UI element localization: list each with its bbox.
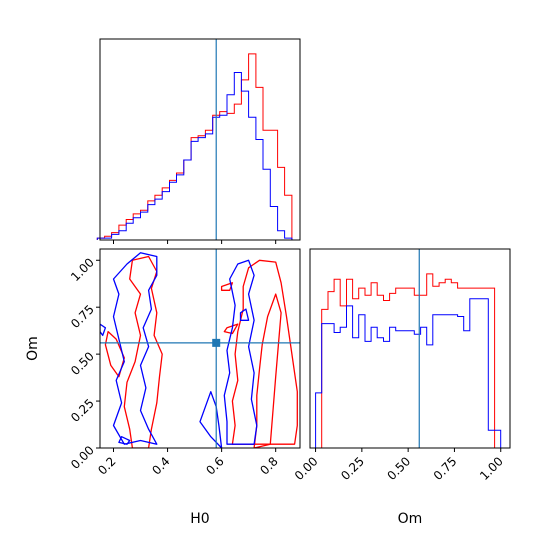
hist-Om-xtick-label: 1.00 [477, 454, 506, 483]
contour-ylabel: Om [25, 336, 41, 361]
hist-Om-frame [309, 248, 511, 449]
hist-Om-xtick-label: 0.50 [384, 454, 413, 483]
contour-xtick-label: 0.2 [95, 454, 118, 477]
contour-series-0-0 [231, 259, 298, 445]
hist-H0-series-1-step [96, 72, 293, 240]
contour-ytick-label: 0.75 [68, 302, 97, 331]
contour-series-0-1 [253, 293, 282, 448]
hist-Om-xtick-label: 0.75 [431, 454, 460, 483]
contour-series-0-2 [123, 255, 163, 448]
contour-series-1-9 [100, 323, 107, 337]
contour-series-1-10 [239, 308, 250, 321]
contour-xlabel: H0 [190, 511, 209, 527]
hist-H0-series-0-step [96, 53, 293, 240]
contour-frame [99, 248, 301, 449]
contour-series-0-3 [104, 330, 125, 378]
hist-Om-xlabel: Om [398, 511, 423, 527]
contour-series-0-5 [223, 323, 239, 335]
hist-H0-frame [99, 38, 301, 241]
contour-xtick-label: 0.4 [149, 454, 172, 477]
contour-ytick-label: 0.00 [68, 443, 97, 472]
contour-series-1-8 [199, 391, 223, 448]
hist-Om-xtick-label: 0.00 [292, 454, 321, 483]
contour-ytick-label: 0.50 [68, 349, 97, 378]
contour-xtick-label: 0.6 [203, 454, 226, 477]
contour-series-1-7 [223, 259, 258, 445]
contour-ytick-label: 1.00 [68, 255, 97, 284]
histogram-panel-Om: 0.00 0.25 0.50 0.75 1.00 Om [292, 248, 511, 527]
contour-series-1-6 [112, 252, 158, 445]
contour-series-0-4 [220, 282, 234, 291]
hist-Om-xtick-label: 0.25 [338, 454, 367, 483]
truth-marker [212, 338, 221, 347]
contour-series-1-11 [118, 436, 131, 445]
hist-Om-series-0-step [315, 273, 501, 449]
hist-Om-series-1-step [315, 298, 502, 448]
contour-lines [100, 252, 298, 448]
histogram-panel-H0 [96, 38, 301, 244]
contour-ytick-label: 0.25 [68, 396, 97, 425]
contour-xtick-label: 0.8 [257, 454, 280, 477]
contour-panel-H0-Om: 0.2 0.4 0.6 0.8 0.00 0.25 0.50 0.75 1.00 H0 Om [25, 248, 301, 527]
